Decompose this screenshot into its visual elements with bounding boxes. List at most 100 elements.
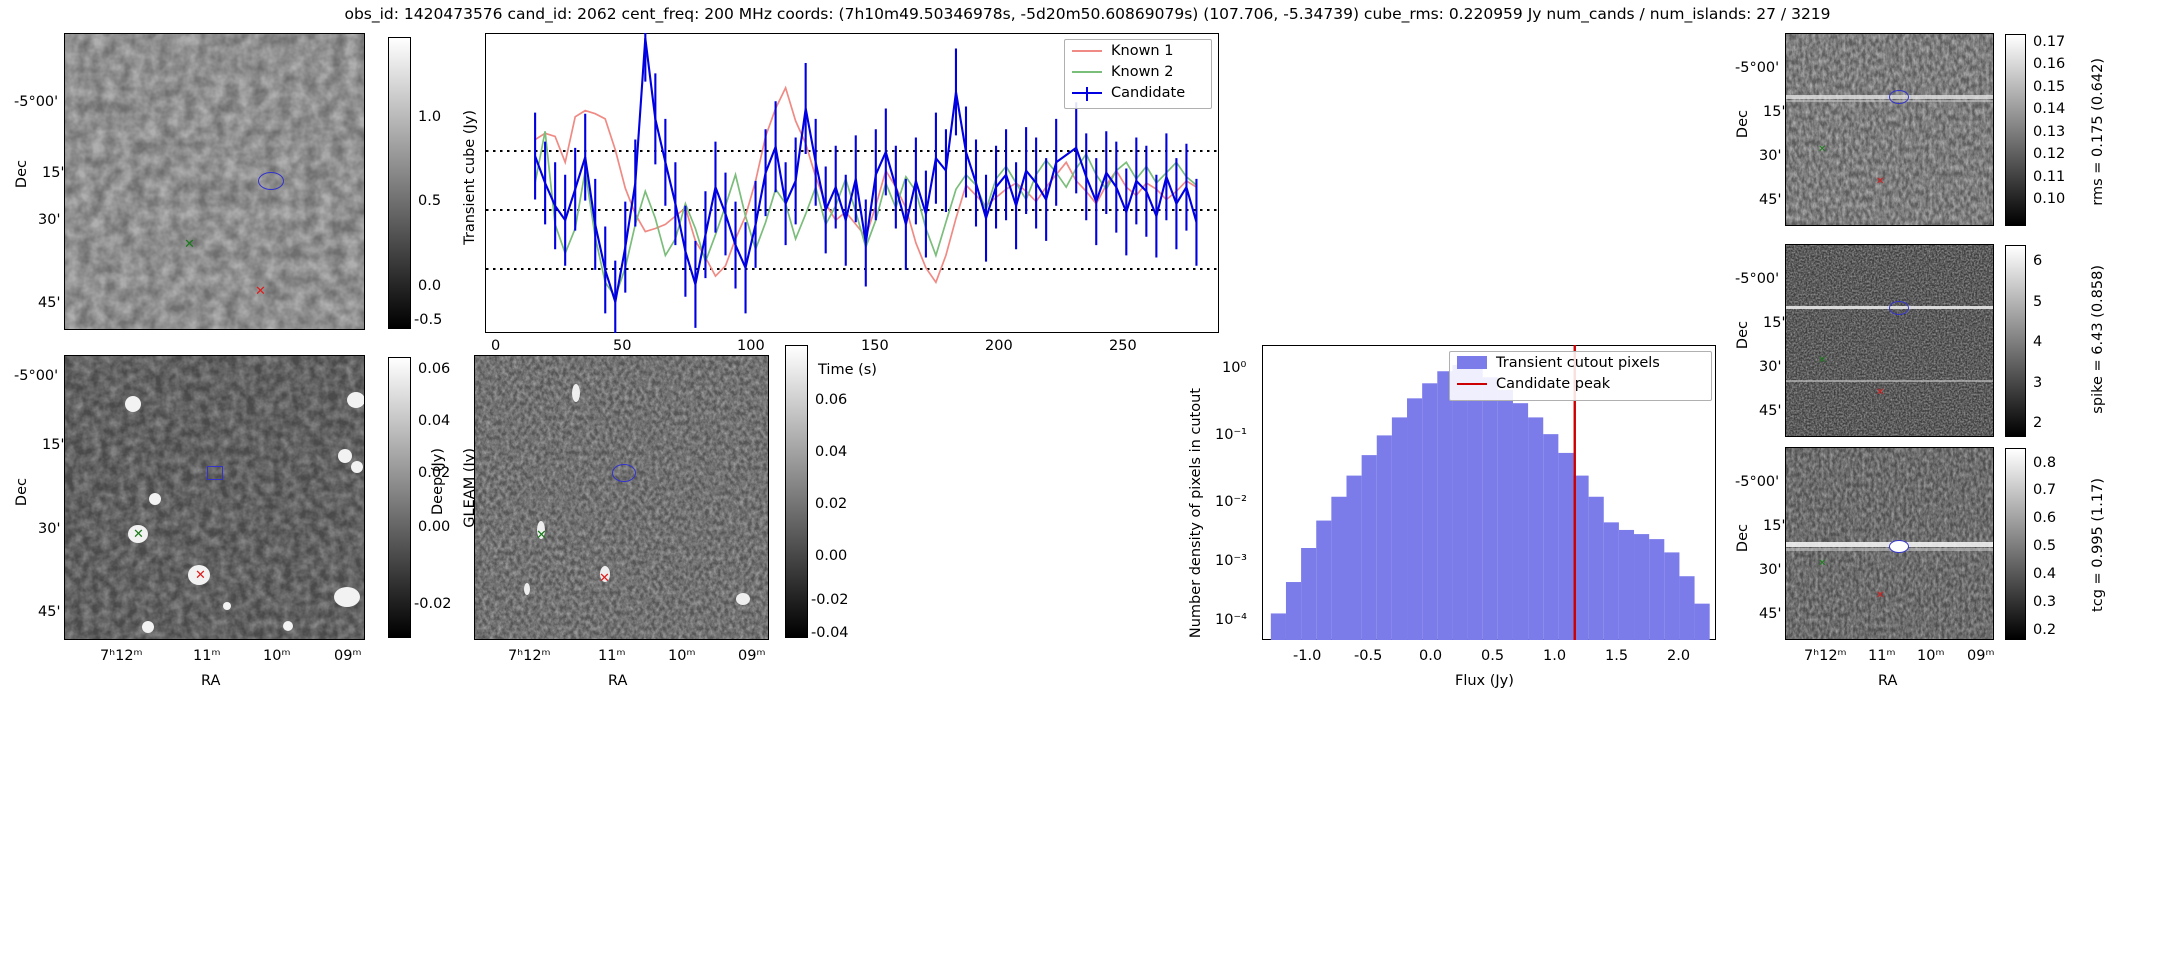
cbar-tick: 4 [2033, 334, 2043, 350]
ytick-label: 45' [38, 295, 61, 311]
transient-cube-pixels [65, 34, 364, 329]
spike-colorbar-label: spike = 6.43 (0.858) [2090, 265, 2106, 414]
cbar-tick: 0.5 [418, 193, 442, 209]
axis-label-ra: RA [608, 673, 628, 689]
cbar-tick: 0.06 [418, 361, 451, 377]
candidate-ellipse [1889, 90, 1909, 104]
cbar-tick: 0.8 [2033, 455, 2057, 471]
transient-cube-colorbar-label: Transient cube (Jy) [462, 110, 478, 245]
cbar-tick: -0.02 [414, 596, 452, 612]
xtick-label: 1.5 [1605, 648, 1629, 664]
cbar-tick: 0.16 [2033, 56, 2066, 72]
spike-pixels [1786, 245, 1993, 436]
axis-label-dec: Dec [14, 478, 30, 507]
xtick-label: 250 [1109, 338, 1137, 354]
legend-label-cutout-pixels: Transient cutout pixels [1496, 354, 1660, 371]
ytick-label: 45' [1759, 403, 1782, 419]
legend-label-candidate: Candidate [1111, 84, 1186, 101]
cbar-tick: 0.00 [815, 548, 848, 564]
spike-image[interactable]: ✕ ✕ [1785, 244, 1994, 437]
candidate-ellipse [612, 464, 636, 482]
deep-image[interactable]: ✕ ✕ [474, 355, 769, 640]
xtick-label: 1.0 [1543, 648, 1567, 664]
known-1-marker: ✕ [1876, 590, 1885, 601]
candidate-ellipse [1889, 540, 1909, 553]
ytick-label: -5°00' [1735, 60, 1780, 76]
xtick-label: 50 [613, 338, 632, 354]
transient-cube-colorbar[interactable] [388, 37, 411, 329]
known-2-marker: ✕ [536, 528, 547, 543]
cbar-tick: 0.02 [418, 465, 451, 481]
ytick-label: 10⁻⁴ [1215, 612, 1247, 628]
axis-label-dec: Dec [14, 160, 30, 189]
xtick-label: 0 [491, 338, 501, 354]
legend-item-candidate-peak[interactable]: Candidate peak [1450, 373, 1711, 394]
axis-label-time: Time (s) [818, 362, 877, 378]
axis-label-flux: Flux (Jy) [1455, 673, 1514, 689]
xtick-label: 150 [861, 338, 889, 354]
xtick-label: -1.0 [1293, 648, 1322, 664]
cbar-tick: 0.17 [2033, 34, 2066, 50]
cbar-tick: 0.13 [2033, 124, 2066, 140]
xtick-label: 2.0 [1667, 648, 1691, 664]
cbar-tick: 0.11 [2033, 169, 2066, 185]
xtick-label: 200 [985, 338, 1013, 354]
xtick-label: 0.0 [1419, 648, 1443, 664]
cbar-tick: 0.4 [2033, 566, 2057, 582]
legend-swatch-candidate-peak [1457, 382, 1487, 385]
tcg-image[interactable]: ✕ ✕ [1785, 447, 1994, 640]
axis-label-ra: RA [1878, 673, 1898, 689]
legend-label-candidate-peak: Candidate peak [1496, 375, 1611, 392]
axis-label-numdensity: Number density of pixels in cutout [1188, 388, 1204, 639]
spike-colorbar[interactable] [2005, 245, 2026, 437]
cbar-tick: 0.00 [418, 519, 451, 535]
ytick-label: 10⁰ [1222, 360, 1247, 376]
xtick-label: -0.5 [1354, 648, 1383, 664]
known-2-marker: ✕ [133, 527, 144, 542]
page-title: obs_id: 1420473576 cand_id: 2062 cent_fr… [344, 5, 1831, 23]
tcg-colorbar[interactable] [2005, 448, 2026, 640]
candidate-box [207, 466, 223, 480]
ytick-label: 30' [38, 212, 61, 228]
xtick-label: 09ᵐ [1967, 648, 1995, 664]
cbar-tick: 0.12 [2033, 146, 2066, 162]
deep-colorbar[interactable] [785, 345, 808, 638]
legend-swatch-known-1 [1072, 49, 1102, 52]
known-1-marker: ✕ [1876, 176, 1885, 187]
ytick-label: 10⁻¹ [1215, 427, 1247, 443]
legend-item-candidate[interactable]: Candidate [1065, 82, 1211, 103]
rms-colorbar[interactable] [2005, 34, 2026, 226]
gleam-pixels [65, 356, 364, 639]
xtick-label: 7ʰ12ᵐ [100, 648, 143, 664]
axis-label-dec: Dec [1735, 321, 1751, 350]
legend-item-known-1[interactable]: Known 1 [1065, 40, 1211, 61]
rms-image[interactable]: ✕ ✕ [1785, 33, 1994, 226]
transient-cube-image[interactable]: ✕ ✕ [64, 33, 365, 330]
ytick-label: 10⁻² [1215, 494, 1247, 510]
legend-label-known-1: Known 1 [1111, 42, 1174, 59]
rms-colorbar-label: rms = 0.175 (0.642) [2090, 58, 2106, 206]
flux-histogram-plot [1270, 345, 1710, 640]
gleam-image[interactable]: ✕ ✕ [64, 355, 365, 640]
legend-item-known-2[interactable]: Known 2 [1065, 61, 1211, 82]
cbar-tick: -0.5 [414, 312, 443, 328]
legend-item-cutout-pixels[interactable]: Transient cutout pixels [1450, 352, 1711, 373]
cbar-tick: 0.15 [2033, 79, 2066, 95]
cbar-tick: 0.04 [815, 444, 848, 460]
ytick-label: 15' [1763, 518, 1786, 534]
xtick-label: 100 [737, 338, 765, 354]
gleam-colorbar[interactable] [388, 357, 411, 638]
known-2-marker: ✕ [1818, 144, 1827, 155]
cbar-tick: 0.6 [2033, 510, 2057, 526]
xtick-label: 11ᵐ [193, 648, 221, 664]
ytick-label: 15' [42, 165, 65, 181]
histogram-legend[interactable]: Transient cutout pixels Candidate peak [1449, 351, 1712, 401]
xtick-label: 10ᵐ [1917, 648, 1945, 664]
xtick-label: 11ᵐ [1868, 648, 1896, 664]
lightcurve-legend[interactable]: Known 1 Known 2 Candidate [1064, 39, 1212, 109]
ytick-label: 45' [38, 604, 61, 620]
ytick-label: 15' [1763, 315, 1786, 331]
cbar-tick: 0.04 [418, 413, 451, 429]
ytick-label: 30' [1759, 148, 1782, 164]
known-1-marker: ✕ [1876, 387, 1885, 398]
